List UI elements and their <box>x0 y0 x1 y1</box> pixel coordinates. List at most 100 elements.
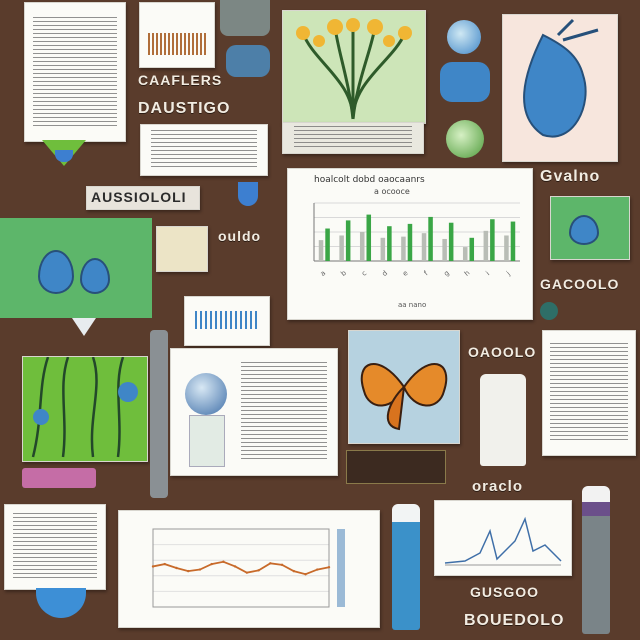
small-doc-card <box>184 296 270 346</box>
label-right-mid: GACOOLO <box>540 276 620 292</box>
bar <box>339 235 344 261</box>
data-point <box>292 569 295 573</box>
label-left-2: DAUSTIGO <box>138 100 231 117</box>
blue-pill <box>226 45 270 77</box>
blue-leaf-1 <box>38 250 74 294</box>
chart-title: hoalcolt dobd oaocaanrs <box>314 175 425 185</box>
data-point <box>304 573 307 576</box>
teal-orb-1 <box>447 20 481 54</box>
anatomy-svg <box>523 18 599 138</box>
blue-drop <box>238 182 258 206</box>
tick-label: i <box>484 270 491 277</box>
tick-label: j <box>504 270 511 278</box>
white-bottle <box>480 374 526 466</box>
tick-label: g <box>442 269 451 278</box>
grey-pipe <box>150 330 168 498</box>
bar <box>318 240 324 261</box>
barcode-2 <box>195 311 257 329</box>
bar <box>359 232 365 261</box>
series-line <box>152 560 330 576</box>
bar <box>483 230 489 261</box>
butterfly-svg <box>360 362 448 431</box>
label-left-banner: AUSSIOLOLI <box>91 189 187 205</box>
data-point <box>233 565 237 568</box>
plant-illustration <box>282 10 426 124</box>
teal-button <box>540 302 558 320</box>
label-right-top: Gvalno <box>540 168 601 185</box>
green-plant-card <box>22 356 148 462</box>
data-point <box>316 568 319 571</box>
bar <box>442 238 447 261</box>
white-cone <box>72 318 96 336</box>
barcode <box>148 33 206 55</box>
data-point <box>210 562 213 566</box>
bar <box>345 220 351 261</box>
butterfly-card <box>348 330 460 444</box>
bar <box>448 222 454 261</box>
bar <box>421 233 427 261</box>
main-bar-chart: hoalcolt dobd oaocaanrs a ocooce a b c d e f g… <box>287 168 533 320</box>
device-card <box>4 504 106 590</box>
blue-funnel <box>36 588 86 618</box>
bar <box>407 223 413 261</box>
bar <box>510 221 516 261</box>
tick-label: e <box>401 269 409 278</box>
receipt-card <box>139 2 215 68</box>
data-point <box>151 565 155 568</box>
data-point <box>245 571 249 574</box>
green-orb <box>446 120 484 158</box>
text-lines <box>13 513 97 581</box>
bar-chart-svg: a b c d e f g h i j <box>313 202 520 278</box>
anatomy-card <box>502 14 618 162</box>
text-lines <box>33 16 117 128</box>
document-card-right <box>542 330 636 456</box>
article-card <box>170 348 338 476</box>
label-left-1: CAAFLERS <box>138 72 223 88</box>
document-card-top-left <box>24 2 126 142</box>
data-point <box>280 563 284 567</box>
label-bottom-right-2: BOUEDOLO <box>464 612 565 629</box>
line-chart-card <box>118 510 380 628</box>
data-point <box>175 566 178 570</box>
legend-swatch <box>337 529 345 607</box>
text-lines <box>240 361 328 463</box>
plant-svg <box>296 18 412 120</box>
data-point <box>257 569 260 572</box>
text-lines <box>151 130 257 170</box>
bar <box>428 216 433 261</box>
purple-tube <box>582 486 610 634</box>
thumb-card <box>156 226 208 272</box>
teal-orb-2 <box>440 62 490 102</box>
bar <box>325 228 330 261</box>
label-center-right: OAOOLO <box>468 344 537 360</box>
blue-leaf-3 <box>569 215 599 245</box>
dark-label <box>346 450 446 484</box>
chart-axis-caption: aa nano <box>398 301 427 309</box>
data-point <box>269 562 272 565</box>
tick-label: a <box>319 269 327 278</box>
bar <box>469 237 475 261</box>
vines-svg <box>31 357 138 458</box>
data-point <box>198 568 202 571</box>
blue-tube <box>392 504 420 630</box>
tick-label: h <box>463 269 472 278</box>
label-pink <box>22 468 96 488</box>
tick-label: b <box>339 269 348 278</box>
caption-strip <box>282 122 424 154</box>
cone-tip <box>55 150 73 162</box>
data-point <box>163 562 166 566</box>
chart-subtitle: a ocooce <box>374 187 410 196</box>
bar <box>380 237 386 261</box>
bar <box>462 247 468 261</box>
line-chart-svg <box>151 528 345 608</box>
blue-leaf-2 <box>80 258 110 294</box>
data-point <box>222 560 225 563</box>
grey-vial <box>220 0 270 36</box>
label-bottom-right-1: GUSGOO <box>470 584 540 600</box>
leaf-card <box>550 196 630 260</box>
spectrum-svg <box>444 516 562 566</box>
tick-label: d <box>381 269 390 278</box>
spectrum-card <box>434 500 572 576</box>
text-lines <box>550 343 628 443</box>
data-point <box>187 569 190 573</box>
